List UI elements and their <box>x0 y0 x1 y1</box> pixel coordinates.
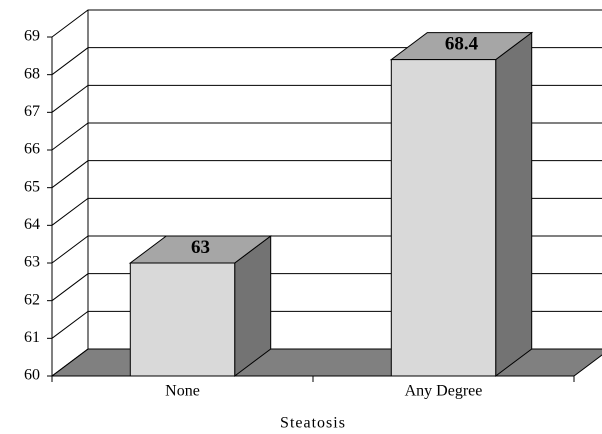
x-tick-label: None <box>165 383 200 400</box>
y-tick-label: 61 <box>24 329 40 346</box>
data-label: 63 <box>191 237 210 258</box>
bar <box>390 59 497 377</box>
bar-side <box>495 31 533 377</box>
y-tick-label: 67 <box>24 103 40 120</box>
y-tick-label: 65 <box>24 178 40 195</box>
y-tick-label: 69 <box>24 28 40 45</box>
grid-line <box>51 9 602 38</box>
y-tick-label: 62 <box>24 291 40 308</box>
x-axis-title: Steatosis <box>280 415 346 432</box>
y-tick-label: 64 <box>24 216 40 233</box>
bar <box>129 262 236 377</box>
x-tick-label: Any Degree <box>405 383 483 400</box>
y-tick-label: 68 <box>24 65 40 82</box>
y-tick-label: 60 <box>24 367 40 384</box>
y-tick-label: 66 <box>24 141 40 158</box>
data-label: 68.4 <box>445 33 479 54</box>
y-tick-label: 63 <box>24 254 40 271</box>
